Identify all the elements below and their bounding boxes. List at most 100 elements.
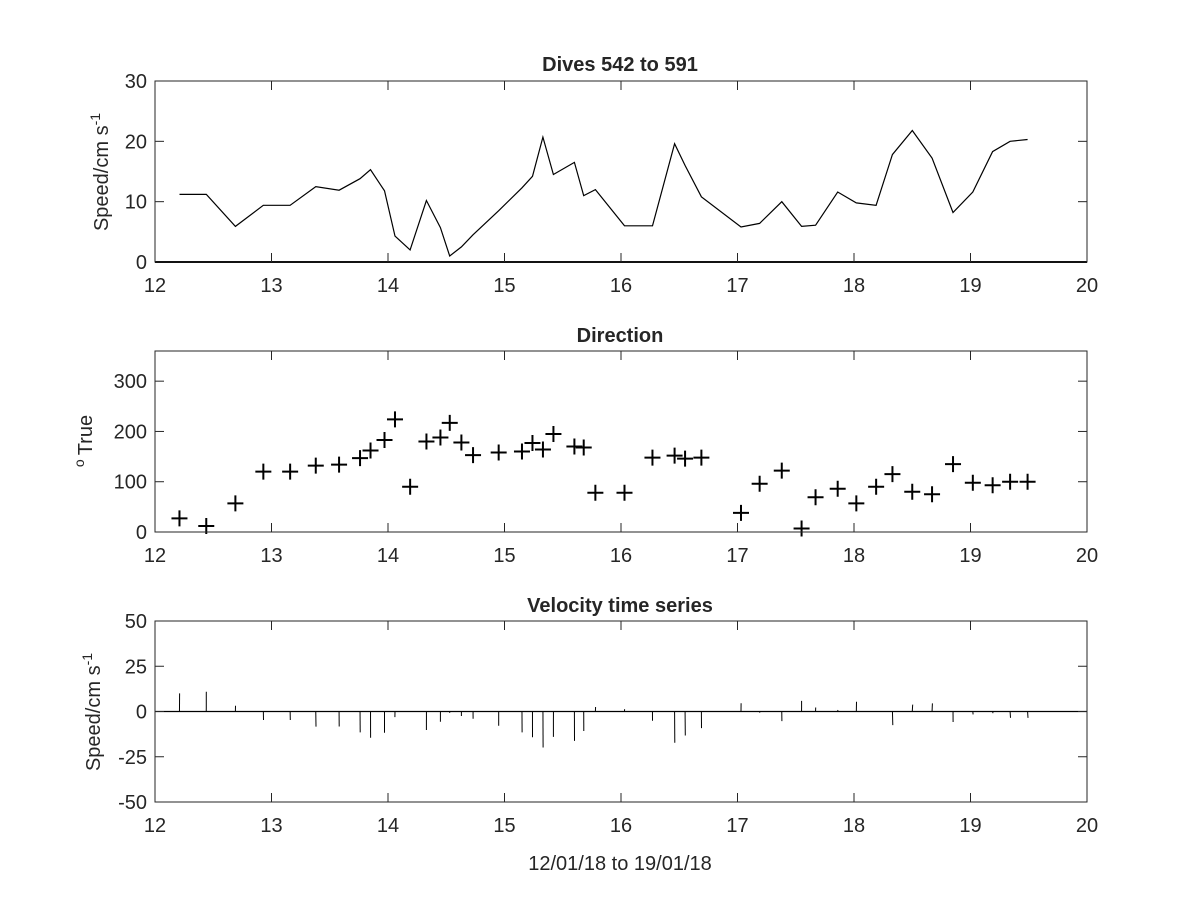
direction-marker — [984, 477, 1001, 494]
speed-x-tick-label: 15 — [493, 275, 515, 297]
direction-y-tick-label: 200 — [114, 421, 147, 443]
velocity-x-tick-label: 13 — [260, 815, 282, 837]
direction-x-tick-label: 17 — [726, 545, 748, 567]
direction-x-tick-label: 20 — [1076, 545, 1098, 567]
speed-x-tick-label: 12 — [144, 275, 166, 297]
direction-marker — [884, 466, 901, 483]
velocity-y-tick-label: -50 — [118, 792, 147, 814]
direction-y-tick-label: 300 — [114, 371, 147, 393]
direction-marker — [773, 462, 790, 479]
velocity-y-tick-label: 25 — [125, 656, 147, 678]
speed-y-tick-label: 30 — [125, 71, 147, 93]
speed-panel-ylabel: Speed/cm s-1 — [87, 113, 113, 231]
speed-panel-frame — [154, 80, 1088, 263]
direction-marker — [666, 447, 683, 464]
direction-marker — [513, 443, 530, 460]
direction-y-tick-label: 100 — [114, 472, 147, 494]
direction-marker — [732, 504, 749, 521]
direction-marker — [524, 435, 541, 452]
velocity-x-tick-label: 19 — [959, 815, 981, 837]
direction-marker — [964, 474, 981, 491]
direction-marker — [807, 489, 824, 506]
speed-x-tick-label: 16 — [610, 275, 632, 297]
direction-x-tick-label: 18 — [843, 545, 865, 567]
direction-y-ticks: 0 100 200 300 — [114, 371, 1087, 544]
direction-marker — [331, 456, 348, 473]
direction-x-tick-label: 15 — [493, 545, 515, 567]
direction-marker — [693, 449, 710, 466]
direction-x-tick-label: 16 — [610, 545, 632, 567]
velocity-x-tick-label: 15 — [493, 815, 515, 837]
direction-panel-title: Direction — [577, 325, 664, 347]
velocity-sticks — [155, 691, 1087, 748]
speed-x-tick-label: 14 — [377, 275, 399, 297]
direction-marker — [402, 478, 419, 495]
direction-marker — [282, 463, 299, 480]
direction-markers — [171, 411, 1036, 537]
speed-x-tick-label: 20 — [1076, 275, 1098, 297]
direction-x-tick-label: 12 — [144, 545, 166, 567]
direction-panel-frame — [154, 350, 1088, 533]
direction-marker — [945, 456, 962, 473]
direction-marker — [255, 463, 272, 480]
direction-y-tick-label: 0 — [136, 522, 147, 544]
speed-x-tick-label: 18 — [843, 275, 865, 297]
direction-marker — [453, 434, 470, 451]
direction-marker — [751, 475, 768, 492]
velocity-x-tick-label: 16 — [610, 815, 632, 837]
direction-marker — [566, 438, 583, 455]
direction-marker — [362, 442, 379, 459]
direction-marker — [616, 484, 633, 501]
speed-x-tick-label: 17 — [726, 275, 748, 297]
direction-x-tick-label: 19 — [959, 545, 981, 567]
velocity-y-tick-label: 0 — [136, 702, 147, 724]
speed-y-tick-label: 0 — [136, 252, 147, 274]
direction-marker — [490, 444, 507, 461]
direction-marker — [198, 517, 215, 534]
direction-panel-ylabel: oTrue — [71, 415, 97, 467]
velocity-panel-xlabel: 12/01/18 to 19/01/18 — [528, 853, 712, 875]
direction-marker — [376, 431, 393, 448]
velocity-y-ticks: -50 -25 0 25 50 — [118, 611, 1087, 814]
speed-x-tick-label: 19 — [959, 275, 981, 297]
direction-marker — [386, 411, 403, 428]
direction-marker — [1019, 473, 1036, 490]
speed-x-tick-label: 13 — [260, 275, 282, 297]
velocity-y-tick-label: -25 — [118, 747, 147, 769]
direction-marker — [171, 510, 188, 527]
direction-marker — [465, 447, 482, 464]
velocity-x-tick-label: 14 — [377, 815, 399, 837]
velocity-panel-title: Velocity time series — [527, 595, 713, 617]
direction-marker — [575, 439, 592, 456]
direction-marker — [307, 457, 324, 474]
speed-y-ticks: 0 10 20 30 — [125, 71, 1087, 274]
direction-marker — [418, 433, 435, 450]
direction-marker — [904, 483, 921, 500]
velocity-x-tick-label: 20 — [1076, 815, 1098, 837]
direction-marker — [829, 480, 846, 497]
direction-x-ticks: 12 13 14 15 16 17 18 19 20 — [144, 351, 1098, 567]
direction-marker — [793, 520, 810, 537]
speed-panel: Dives 542 to 591 Speed/cm s-1 12 13 14 15 16… — [87, 54, 1098, 297]
direction-marker — [534, 441, 551, 458]
speed-panel-title: Dives 542 to 591 — [542, 54, 698, 76]
direction-marker — [1002, 473, 1019, 490]
speed-x-ticks: 12 13 14 15 16 17 18 19 20 — [144, 81, 1098, 297]
velocity-y-tick-label: 50 — [125, 611, 147, 633]
direction-panel: Direction oTrue 12 13 14 15 16 17 18 19 20 0 100 2… — [71, 325, 1098, 567]
velocity-panel-ylabel: Speed/cm s-1 — [79, 653, 105, 771]
velocity-x-ticks: 12 13 14 15 16 17 18 19 20 — [144, 621, 1098, 837]
speed-y-tick-label: 20 — [125, 131, 147, 153]
velocity-x-tick-label: 12 — [144, 815, 166, 837]
direction-x-tick-label: 14 — [377, 545, 399, 567]
direction-marker — [432, 429, 449, 446]
speed-y-tick-label: 10 — [125, 192, 147, 214]
direction-x-tick-label: 13 — [260, 545, 282, 567]
velocity-x-tick-label: 17 — [726, 815, 748, 837]
direction-marker — [441, 414, 458, 431]
direction-marker — [677, 450, 694, 467]
direction-marker — [644, 449, 661, 466]
direction-marker — [848, 495, 865, 512]
direction-marker — [587, 484, 604, 501]
